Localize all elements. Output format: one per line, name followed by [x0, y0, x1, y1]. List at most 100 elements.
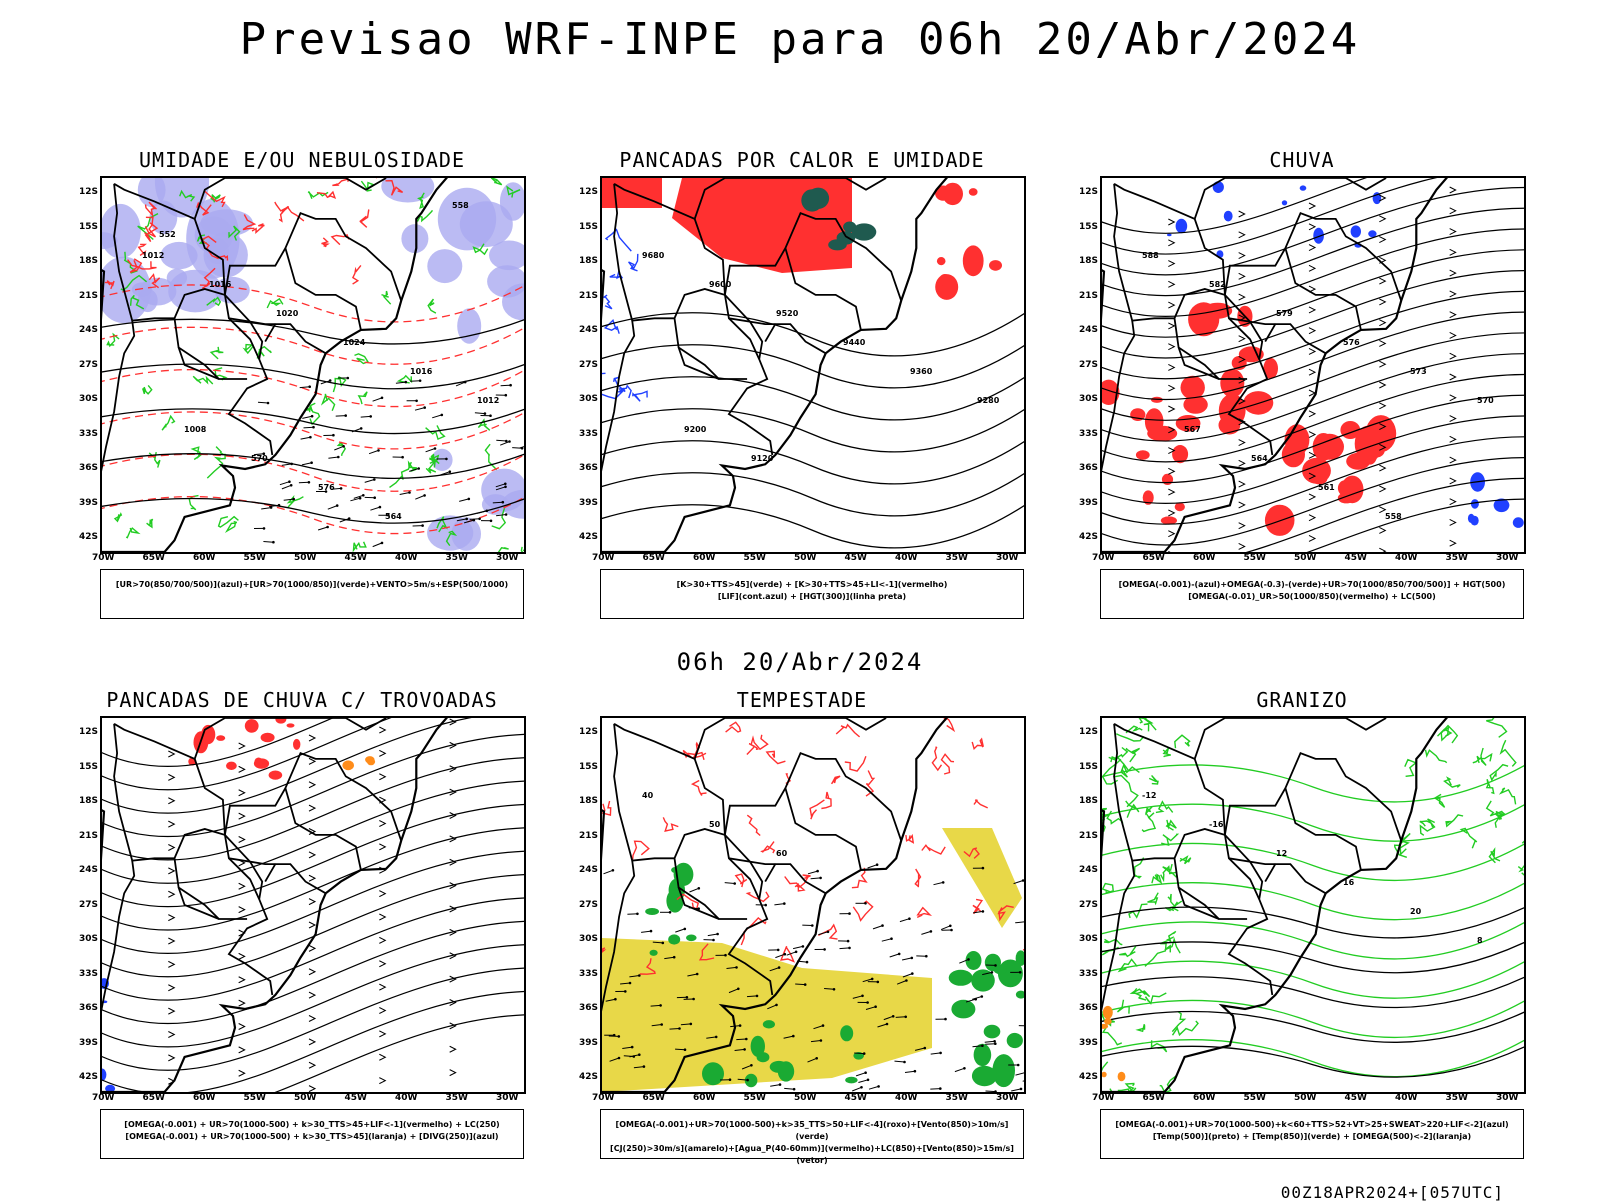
lat-tick-label: 27S — [62, 900, 98, 910]
contour-value-label: 9200 — [684, 425, 707, 434]
legend-box: [UR>70(850/700/500)](azul)+[UR>70(1000/8… — [100, 569, 524, 619]
lon-tick-label: 60W — [193, 1093, 215, 1103]
contour-value-label: 50 — [709, 820, 721, 829]
lat-tick-label: 39S — [1062, 498, 1098, 508]
lat-tick-label: 36S — [1062, 1003, 1098, 1013]
lon-tick-label: 45W — [345, 553, 367, 563]
lon-tick-label: 55W — [744, 553, 766, 563]
lat-tick-label: 21S — [562, 291, 598, 301]
country-border — [1285, 788, 1361, 870]
lon-tick-label: 55W — [244, 1093, 266, 1103]
lat-tick-label: 42S — [62, 532, 98, 542]
lat-tick-label: 42S — [1062, 1072, 1098, 1082]
lon-tick-label: 50W — [1294, 553, 1316, 563]
lat-tick-label: 42S — [562, 532, 598, 542]
contour-value-label: 1008 — [184, 425, 207, 434]
country-border — [725, 753, 901, 841]
lat-tick-label: 27S — [62, 360, 98, 370]
map-geography — [1102, 178, 1459, 552]
lon-tick-label: 40W — [895, 1093, 917, 1103]
coastline — [1102, 718, 1459, 1092]
panel-title: UMIDADE E/OU NEBULOSIDADE — [92, 148, 512, 172]
lat-tick-label: 18S — [62, 796, 98, 806]
lat-tick-label: 15S — [562, 222, 598, 232]
country-border — [265, 864, 326, 893]
lat-tick-label: 18S — [562, 256, 598, 266]
lat-tick-label: 27S — [562, 900, 598, 910]
contour-value-label: 1016 — [410, 367, 433, 376]
subtitle-time: 06h 20/Abr/2024 — [0, 648, 1600, 676]
contour-value-label: 588 — [1142, 251, 1159, 260]
panel-title: PANCADAS POR CALOR E UMIDADE — [592, 148, 1012, 172]
lat-tick-label: 12S — [562, 727, 598, 737]
legend-line: [LIF](cont.azul) + [HGT(300)](linha pret… — [601, 591, 1023, 603]
lon-tick-label: 30W — [1496, 553, 1518, 563]
lon-tick-label: 50W — [294, 1093, 316, 1103]
contour-value-label: 582 — [1209, 280, 1226, 289]
legend-box: [OMEGA(-0.001) + UR>70(1000-500) + k>30_… — [100, 1109, 524, 1159]
lat-tick-label: 18S — [1062, 796, 1098, 806]
country-border — [1114, 184, 1225, 295]
contour-value-label: 9280 — [977, 396, 1000, 405]
legend-line: [UR>70(850/700/500)](azul)+[UR>70(1000/8… — [101, 579, 523, 591]
lon-tick-label: 30W — [996, 1093, 1018, 1103]
lon-tick-label: 70W — [592, 553, 614, 563]
lon-tick-label: 30W — [1496, 1093, 1518, 1103]
map-geography — [1102, 718, 1459, 1092]
lon-tick-label: 55W — [244, 553, 266, 563]
contour-value-label: 564 — [385, 512, 402, 521]
lon-tick-label: 45W — [345, 1093, 367, 1103]
contour-value-label: 40 — [642, 791, 654, 800]
lon-tick-label: 50W — [294, 553, 316, 563]
contour-value-label: 561 — [1318, 483, 1335, 492]
lat-tick-label: 21S — [62, 291, 98, 301]
contour-value-label: 60 — [776, 849, 788, 858]
lat-tick-label: 15S — [1062, 222, 1098, 232]
lat-tick-label: 24S — [1062, 865, 1098, 875]
lon-tick-label: 60W — [693, 553, 715, 563]
contour-value-label: -16 — [1209, 820, 1224, 829]
lat-tick-label: 36S — [562, 463, 598, 473]
panel-title: GRANIZO — [1092, 688, 1512, 712]
contour-value-label: 576 — [318, 483, 335, 492]
coastline — [1102, 178, 1459, 552]
run-info: 00Z18APR2024+[057UTC] — [1281, 1183, 1504, 1202]
lon-tick-label: 35W — [946, 1093, 968, 1103]
lat-tick-label: 21S — [62, 831, 98, 841]
lat-tick-label: 12S — [62, 187, 98, 197]
lon-tick-label: 65W — [143, 1093, 165, 1103]
lon-tick-label: 40W — [1395, 553, 1417, 563]
lon-tick-label: 45W — [845, 1093, 867, 1103]
lat-tick-label: 33S — [562, 429, 598, 439]
field-layer — [602, 178, 1024, 548]
contour-value-label: 9360 — [910, 367, 933, 376]
lon-tick-label: 30W — [996, 553, 1018, 563]
contour-value-label: 564 — [1251, 454, 1268, 463]
country-border — [285, 788, 361, 870]
lon-tick-label: 35W — [946, 553, 968, 563]
lon-tick-label: 35W — [446, 553, 468, 563]
lat-tick-label: 12S — [1062, 187, 1098, 197]
lon-tick-label: 30W — [496, 1093, 518, 1103]
lat-tick-label: 39S — [1062, 1038, 1098, 1048]
lon-tick-label: 65W — [643, 1093, 665, 1103]
lat-tick-label: 36S — [562, 1003, 598, 1013]
lat-tick-label: 36S — [62, 1003, 98, 1013]
legend-box: [OMEGA(-0.001)+UR>70(1000-500)+k<60+TTS>… — [1100, 1109, 1524, 1159]
lat-tick-label: 24S — [62, 865, 98, 875]
contour-value-label: 576 — [1343, 338, 1360, 347]
lat-tick-label: 18S — [1062, 256, 1098, 266]
country-border — [614, 724, 725, 835]
lat-tick-label: 33S — [1062, 429, 1098, 439]
legend-line: [Temp(500)](preto) + [Temp(850)](verde) … — [1101, 1131, 1523, 1143]
legend-line: [OMEGA(-0.001)+UR>70(1000-500)+k<60+TTS>… — [1101, 1119, 1523, 1131]
lon-tick-label: 65W — [143, 553, 165, 563]
contour-value-label: 1016 — [209, 280, 232, 289]
lat-tick-label: 24S — [562, 325, 598, 335]
lon-tick-label: 70W — [1092, 553, 1114, 563]
legend-box: [OMEGA(-0.001)+UR>70(1000-500)+k>35_TTS>… — [600, 1109, 1024, 1159]
